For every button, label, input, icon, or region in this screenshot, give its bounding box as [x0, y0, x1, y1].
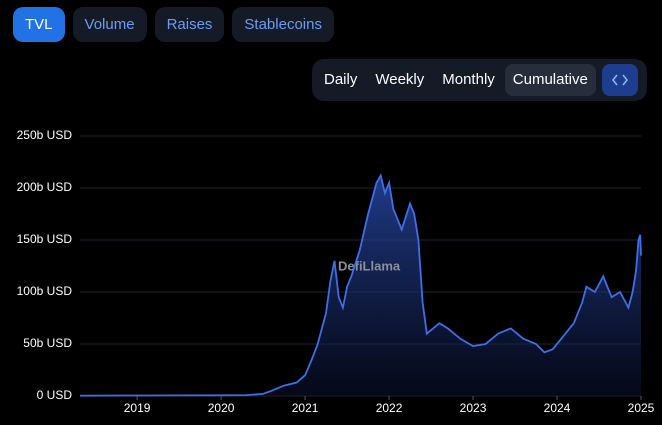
period-button[interactable]: Daily	[324, 71, 358, 88]
period-button[interactable]: Monthly	[442, 71, 495, 88]
y-tick-label: 100b USD	[17, 284, 73, 298]
x-tick-label: 2020	[208, 401, 235, 415]
y-tick-label: 200b USD	[17, 180, 73, 194]
tab[interactable]: Raises	[154, 7, 225, 42]
watermark: DefiLlama	[338, 258, 401, 273]
embed-icon	[611, 74, 628, 86]
period-button[interactable]: Weekly	[375, 71, 425, 88]
y-tick-label: 250b USD	[17, 128, 73, 142]
y-tick-label: 0 USD	[37, 388, 73, 402]
period-button[interactable]: Cumulative	[504, 64, 596, 96]
embed-button[interactable]	[601, 64, 638, 96]
x-tick-label: 2019	[124, 401, 151, 415]
tab[interactable]: Stablecoins	[232, 7, 334, 42]
tab-bar: TVL Volume Raises Stablecoins	[13, 7, 334, 42]
period-bar: Daily Weekly Monthly Cumulative	[312, 59, 647, 101]
x-tick-label: 2024	[544, 401, 571, 415]
tab[interactable]: TVL	[13, 7, 65, 42]
tab[interactable]: Volume	[72, 7, 147, 42]
y-tick-label: 150b USD	[17, 232, 73, 246]
area-fill	[80, 175, 641, 396]
x-tick-label: 2025	[628, 401, 655, 415]
x-tick-label: 2021	[292, 401, 319, 415]
area-line	[79, 173, 642, 397]
y-tick-label: 50b USD	[23, 336, 72, 350]
x-tick-label: 2022	[376, 401, 403, 415]
x-tick-label: 2023	[460, 401, 487, 415]
